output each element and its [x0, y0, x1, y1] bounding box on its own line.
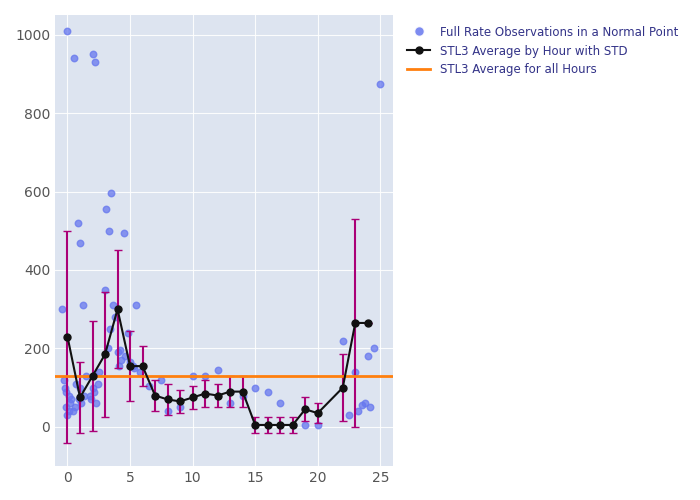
Point: [93, 368, 104, 376]
Point: [74, 396, 85, 404]
Point: [74, 384, 85, 392]
Point: [187, 372, 198, 380]
Point: [63, 392, 74, 400]
Point: [61, 388, 72, 396]
Point: [87, 50, 98, 58]
Point: [352, 407, 363, 415]
Point: [64, 407, 75, 415]
Point: [69, 404, 80, 411]
Point: [356, 402, 367, 409]
Point: [114, 346, 125, 354]
Point: [76, 400, 87, 407]
Point: [80, 372, 92, 380]
Point: [344, 411, 355, 419]
Point: [58, 376, 69, 384]
Point: [85, 392, 96, 400]
Point: [350, 368, 361, 376]
Point: [60, 384, 71, 392]
Point: [262, 388, 273, 396]
Point: [62, 411, 73, 419]
Legend: Full Rate Observations in a Normal Point, STL3 Average by Hour with STD, STL3 Av: Full Rate Observations in a Normal Point…: [402, 21, 683, 81]
Point: [155, 376, 167, 384]
Point: [368, 344, 379, 352]
Point: [118, 228, 130, 236]
Point: [85, 396, 97, 404]
Point: [134, 368, 146, 376]
Point: [127, 362, 138, 370]
Point: [360, 400, 371, 407]
Point: [109, 313, 120, 321]
Point: [72, 219, 83, 227]
Point: [104, 325, 116, 333]
Point: [144, 382, 155, 390]
Point: [66, 396, 77, 404]
Point: [237, 392, 248, 400]
Point: [62, 26, 73, 34]
Point: [150, 392, 161, 400]
Point: [174, 404, 186, 411]
Point: [61, 404, 72, 411]
Point: [106, 190, 117, 198]
Point: [113, 362, 125, 370]
Point: [162, 407, 173, 415]
Point: [287, 421, 298, 429]
Point: [74, 238, 85, 246]
Point: [116, 356, 127, 364]
Point: [68, 54, 79, 62]
Point: [128, 364, 139, 372]
Point: [67, 407, 78, 415]
Point: [107, 302, 118, 310]
Point: [312, 421, 323, 429]
Point: [90, 58, 101, 66]
Point: [99, 286, 111, 294]
Point: [87, 384, 98, 392]
Point: [374, 80, 386, 88]
Point: [250, 384, 261, 392]
Point: [103, 227, 114, 235]
Point: [300, 421, 311, 429]
Point: [92, 380, 103, 388]
Point: [212, 366, 223, 374]
Point: [91, 400, 102, 407]
Point: [71, 380, 82, 388]
Point: [337, 336, 349, 344]
Point: [78, 392, 90, 400]
Point: [57, 305, 68, 313]
Point: [77, 302, 88, 310]
Point: [122, 329, 133, 337]
Point: [225, 400, 236, 407]
Point: [120, 352, 131, 360]
Point: [112, 348, 123, 356]
Point: [125, 358, 136, 366]
Point: [274, 400, 286, 407]
Point: [362, 352, 373, 360]
Point: [131, 302, 142, 310]
Point: [64, 400, 76, 407]
Point: [88, 388, 99, 396]
Point: [102, 344, 113, 352]
Point: [199, 372, 211, 380]
Point: [101, 205, 112, 213]
Point: [365, 404, 376, 411]
